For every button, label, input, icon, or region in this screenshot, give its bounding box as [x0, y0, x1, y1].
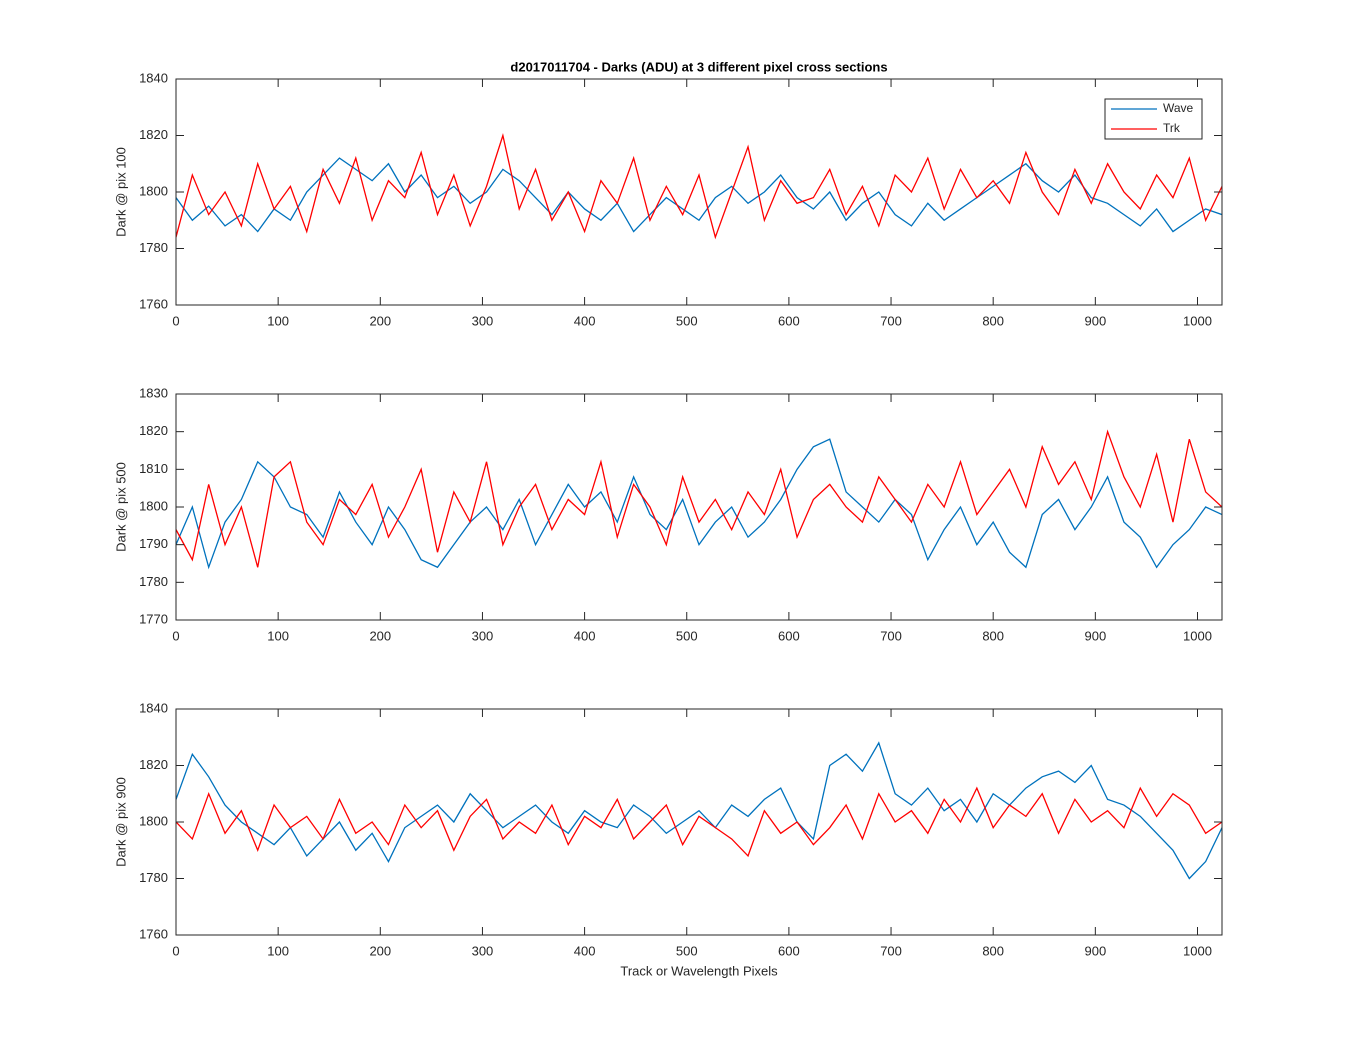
y-tick-label: 1790 [139, 536, 168, 551]
x-tick-label: 800 [982, 943, 1004, 958]
y-tick-label: 1820 [139, 423, 168, 438]
y-tick-label: 1840 [139, 70, 168, 85]
y-tick-label: 1800 [139, 183, 168, 198]
series-line [176, 786, 1222, 858]
x-tick-label: 100 [267, 943, 289, 958]
series-line [176, 429, 1222, 568]
x-tick-label: 1000 [1183, 628, 1212, 643]
y-tick-label: 1810 [139, 461, 168, 476]
x-tick-label: 1000 [1183, 943, 1212, 958]
x-tick-label: 900 [1084, 628, 1106, 643]
y-tick-label: 1820 [139, 127, 168, 142]
y-axis-label: Dark @ pix 100 [113, 147, 128, 237]
x-tick-label: 900 [1084, 313, 1106, 328]
y-tick-label: 1840 [139, 700, 168, 715]
x-tick-label: 400 [574, 628, 596, 643]
x-tick-label: 100 [267, 628, 289, 643]
y-tick-label: 1800 [139, 498, 168, 513]
x-tick-label: 100 [267, 313, 289, 328]
x-tick-label: 0 [172, 313, 179, 328]
chart-title: d2017011704 - Darks (ADU) at 3 different… [510, 59, 887, 74]
x-axis-label: Track or Wavelength Pixels [620, 963, 778, 978]
y-tick-label: 1780 [139, 574, 168, 589]
y-axis-label: Dark @ pix 900 [113, 777, 128, 867]
legend-box [1104, 98, 1203, 140]
x-tick-label: 400 [574, 943, 596, 958]
x-tick-label: 500 [676, 628, 698, 643]
legend: Wave Trk [1104, 98, 1203, 140]
x-tick-label: 800 [982, 313, 1004, 328]
y-tick-label: 1770 [139, 611, 168, 626]
y-tick-label: 1830 [139, 385, 168, 400]
x-tick-label: 800 [982, 628, 1004, 643]
legend-label: Wave [1163, 101, 1194, 115]
x-tick-label: 200 [369, 628, 391, 643]
x-tick-label: 600 [778, 943, 800, 958]
data-layer [176, 741, 1222, 880]
y-tick-label: 1780 [139, 870, 168, 885]
x-tick-label: 500 [676, 313, 698, 328]
x-tick-label: 900 [1084, 943, 1106, 958]
x-tick-label: 600 [778, 313, 800, 328]
y-tick-label: 1800 [139, 813, 168, 828]
x-tick-label: 0 [172, 628, 179, 643]
series-line [176, 133, 1222, 240]
x-tick-label: 200 [369, 313, 391, 328]
x-tick-label: 700 [880, 943, 902, 958]
series-line [176, 438, 1222, 570]
y-tick-label: 1760 [139, 926, 168, 941]
plot-area [176, 709, 1222, 935]
x-tick-label: 200 [369, 943, 391, 958]
data-layer [176, 429, 1222, 570]
x-tick-label: 600 [778, 628, 800, 643]
x-tick-label: 1000 [1183, 313, 1212, 328]
x-tick-label: 0 [172, 943, 179, 958]
legend-label: Trk [1163, 121, 1181, 135]
plot-area [176, 79, 1222, 305]
y-tick-label: 1820 [139, 757, 168, 772]
subplot: 1760 1780 1800 1820 1840 0 100 200 300 400 500 600 7… [113, 59, 1223, 328]
x-tick-label: 300 [472, 313, 494, 328]
subplot: 1760 1780 1800 1820 1840 0 100 200 300 400 500 600 7… [113, 700, 1223, 978]
series-line [176, 741, 1222, 880]
y-axis-label: Dark @ pix 500 [113, 462, 128, 552]
x-tick-label: 700 [880, 313, 902, 328]
series-line [176, 157, 1222, 233]
x-tick-label: 500 [676, 943, 698, 958]
x-tick-label: 300 [472, 943, 494, 958]
x-tick-label: 700 [880, 628, 902, 643]
x-tick-label: 300 [472, 628, 494, 643]
y-tick-label: 1780 [139, 240, 168, 255]
plot-area [176, 394, 1222, 620]
x-tick-label: 400 [574, 313, 596, 328]
data-layer [176, 133, 1222, 240]
y-tick-label: 1760 [139, 296, 168, 311]
subplot: 1770 1780 1790 1800 1810 1820 1830 0 100 200 300 40… [113, 385, 1223, 643]
